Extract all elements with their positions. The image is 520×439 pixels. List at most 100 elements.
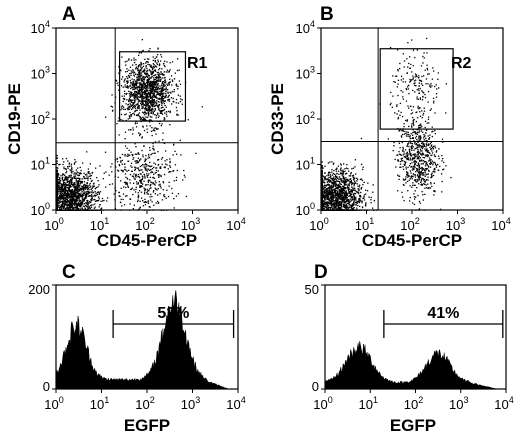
panel-b-event-dot bbox=[321, 201, 323, 204]
panel-b-event-dot bbox=[397, 83, 399, 85]
panel-a-event-dot bbox=[86, 209, 88, 211]
panel-a-event-dot bbox=[142, 156, 144, 158]
panel-a-event-dot bbox=[137, 161, 140, 163]
panel-a-event-dot bbox=[75, 187, 77, 189]
panel-a-event-dot bbox=[82, 209, 84, 211]
panel-a-event-dot bbox=[85, 193, 88, 195]
panel-a-event-dot bbox=[62, 194, 64, 197]
panel-a-event-dot bbox=[153, 129, 155, 131]
panel-a-event-dot bbox=[88, 206, 90, 208]
panel-a-event-dot bbox=[148, 50, 150, 52]
panel-a-event-dot bbox=[58, 179, 60, 181]
panel-a-event-dot bbox=[155, 188, 157, 190]
panel-b-event-dot bbox=[323, 190, 325, 192]
panel-a-event-dot bbox=[162, 101, 164, 103]
panel-a-event-dot bbox=[154, 57, 156, 60]
panel-b-event-dot bbox=[323, 181, 326, 184]
panel-a-event-dot bbox=[71, 189, 74, 192]
panel-b-event-dot bbox=[342, 192, 344, 194]
panel-a-event-dot bbox=[151, 72, 153, 75]
panel-a-event-dot bbox=[146, 173, 148, 175]
panel-a-event-dot bbox=[126, 147, 128, 149]
panel-b-event-dot bbox=[435, 164, 438, 167]
panel-b-event-dot bbox=[359, 184, 361, 186]
panel-b-event-dot bbox=[341, 202, 343, 204]
panel-a-event-dot bbox=[78, 184, 80, 187]
panel-a-event-dot bbox=[174, 164, 177, 166]
panel-a-event-dot bbox=[92, 204, 94, 206]
panel-b-event-dot bbox=[327, 204, 329, 207]
panel-a-event-dot bbox=[136, 86, 138, 88]
panel-a-event-dot bbox=[80, 169, 82, 172]
panel-a-event-dot bbox=[133, 79, 135, 81]
panel-a-event-dot bbox=[125, 169, 127, 171]
panel-a-event-dot bbox=[124, 61, 126, 63]
panel-a-event-dot bbox=[103, 172, 105, 174]
panel-a-event-dot bbox=[147, 190, 149, 192]
panel-a-event-dot bbox=[158, 79, 160, 81]
panel-a-event-dot bbox=[149, 92, 152, 94]
panel-a-event-dot bbox=[148, 105, 150, 107]
panel-a-event-dot bbox=[140, 64, 142, 66]
panel-a-event-dot bbox=[175, 106, 178, 109]
panel-a-event-dot bbox=[139, 73, 141, 75]
panel-a-event-dot bbox=[85, 202, 88, 205]
panel-b-event-dot bbox=[333, 176, 335, 178]
panel-a-event-dot bbox=[165, 93, 167, 95]
panel-a-event-dot bbox=[129, 102, 131, 104]
panel-a-event-dot bbox=[135, 59, 137, 61]
panel-a-event-dot bbox=[151, 107, 154, 109]
panel-a-event-dot bbox=[134, 84, 136, 86]
panel-b-event-dot bbox=[356, 180, 358, 182]
panel-a-event-dot bbox=[163, 166, 165, 168]
panel-a-event-dot bbox=[168, 100, 171, 102]
panel-b-event-dot bbox=[346, 178, 348, 181]
panel-a-event-dot bbox=[144, 93, 146, 95]
panel-a-event-dot bbox=[60, 186, 62, 189]
panel-a-event-dot bbox=[118, 117, 120, 119]
panel-a-event-dot bbox=[71, 198, 74, 200]
panel-b-event-dot bbox=[321, 195, 323, 197]
panel-a-event-dot bbox=[145, 61, 148, 63]
panel-b-event-dot bbox=[354, 189, 356, 191]
panel-a-event-dot bbox=[68, 188, 70, 190]
panel-a-event-dot bbox=[148, 155, 150, 157]
panel-a-event-dot bbox=[56, 180, 58, 182]
panel-a-event-dot bbox=[134, 100, 136, 102]
panel-a-event-dot bbox=[56, 198, 58, 200]
panel-a-event-dot bbox=[93, 207, 96, 209]
panel-a-event-dot bbox=[161, 82, 163, 84]
panel-a-event-dot bbox=[161, 110, 163, 112]
panel-b-event-dot bbox=[363, 196, 365, 198]
panel-a-event-dot bbox=[61, 196, 63, 198]
panel-a-event-dot bbox=[171, 103, 173, 105]
panel-a-event-dot bbox=[160, 166, 162, 168]
panel-b-event-dot bbox=[335, 199, 337, 202]
panel-b-event-dot bbox=[362, 197, 364, 200]
panel-b-event-dot bbox=[340, 164, 342, 166]
panel-a-event-dot bbox=[141, 136, 143, 138]
panel-a-event-dot bbox=[158, 122, 161, 125]
panel-b-event-dot bbox=[331, 193, 333, 195]
panel-a-event-dot bbox=[139, 72, 141, 75]
panel-a-event-dot bbox=[57, 193, 59, 196]
panel-b-event-dot bbox=[404, 130, 406, 133]
panel-b-event-dot bbox=[336, 204, 338, 206]
panel-a-event-dot bbox=[161, 99, 163, 102]
panel-a-event-dot bbox=[160, 92, 162, 94]
panel-b-event-dot bbox=[336, 184, 338, 187]
panel-b-event-dot bbox=[342, 171, 344, 174]
panel-a-event-dot bbox=[73, 193, 75, 195]
panel-b-event-dot bbox=[321, 197, 323, 200]
panel-a-event-dot bbox=[82, 205, 84, 207]
panel-a-event-dot bbox=[134, 122, 136, 124]
panel-a-event-dot bbox=[163, 74, 165, 76]
panel-a-event-dot bbox=[80, 181, 83, 183]
panel-a-event-dot bbox=[136, 80, 138, 82]
panel-a-event-dot bbox=[141, 97, 143, 99]
panel-a-event-dot bbox=[135, 97, 137, 99]
panel-a-event-dot bbox=[152, 109, 154, 111]
panel-b-event-dot bbox=[324, 189, 326, 191]
panel-b-event-dot bbox=[331, 186, 333, 188]
panel-a-event-dot bbox=[117, 120, 119, 122]
